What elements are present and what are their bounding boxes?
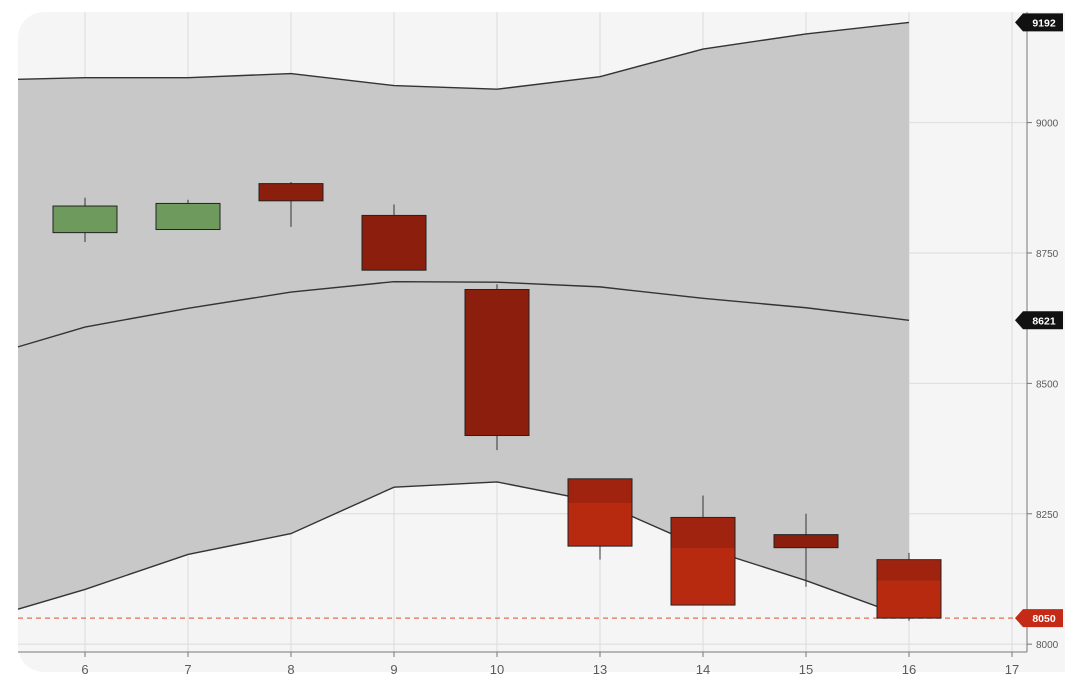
x-tick-label-13: 13 (593, 662, 607, 677)
candle-body-shade-14 (671, 517, 735, 548)
badge-current: 8050 (1015, 609, 1063, 628)
candle-body-10 (464, 288, 530, 437)
candle-14 (670, 495, 736, 606)
candle-10 (464, 284, 530, 451)
candle-body-7 (155, 202, 221, 231)
y-tick-label-8750: 8750 (1036, 249, 1059, 260)
band-upper-line (17, 21, 910, 90)
candle-7 (155, 199, 221, 231)
y-tick-label-8250: 8250 (1036, 510, 1059, 521)
candle-13 (567, 478, 633, 560)
y-tick-label-8500: 8500 (1036, 379, 1059, 390)
candle-body-8 (258, 183, 324, 202)
price-badges: 9192 8621 8050 (1015, 13, 1063, 628)
badge-high-shape (1015, 13, 1063, 32)
x-tick-label-6: 6 (81, 662, 88, 677)
candle-body-6 (52, 205, 118, 234)
badge-middle-shape (1015, 311, 1063, 330)
candle-body-shade-13 (568, 479, 632, 503)
badge-middle: 8621 (1015, 311, 1063, 330)
candle-body-shade-16 (877, 560, 941, 581)
band-fill (18, 22, 909, 619)
x-tick-label-9: 9 (390, 662, 397, 677)
x-tick-label-17: 17 (1005, 662, 1019, 677)
badge-current-shape (1015, 609, 1063, 628)
badge-current-label: 8050 (1032, 613, 1056, 625)
y-tick-label-9000: 9000 (1036, 119, 1059, 130)
candle-6 (52, 197, 118, 243)
candle-16 (876, 552, 942, 621)
x-tick-label-7: 7 (184, 662, 191, 677)
band-lower-line (17, 481, 910, 619)
candles (52, 182, 942, 621)
x-tick-label-14: 14 (696, 662, 710, 677)
x-tick-label-10: 10 (490, 662, 504, 677)
axes: 6 7 8 9 10 13 14 15 16 17 8000 8250 8500 8750 9000 (18, 12, 1059, 677)
candle-body-9 (361, 214, 427, 271)
x-tick-label-8: 8 (287, 662, 294, 677)
y-tick-label-8000: 8000 (1036, 640, 1059, 651)
x-tick-label-16: 16 (902, 662, 916, 677)
badge-middle-label: 8621 (1032, 315, 1056, 327)
price-band (17, 21, 910, 619)
badge-high: 9192 (1015, 13, 1063, 32)
candle-body-15 (773, 534, 839, 549)
candle-8 (258, 182, 324, 227)
candle-9 (361, 204, 427, 271)
band-middle-line (17, 280, 910, 348)
candle-15 (773, 513, 839, 587)
x-tick-label-15: 15 (799, 662, 813, 677)
badge-high-label: 9192 (1032, 17, 1056, 29)
